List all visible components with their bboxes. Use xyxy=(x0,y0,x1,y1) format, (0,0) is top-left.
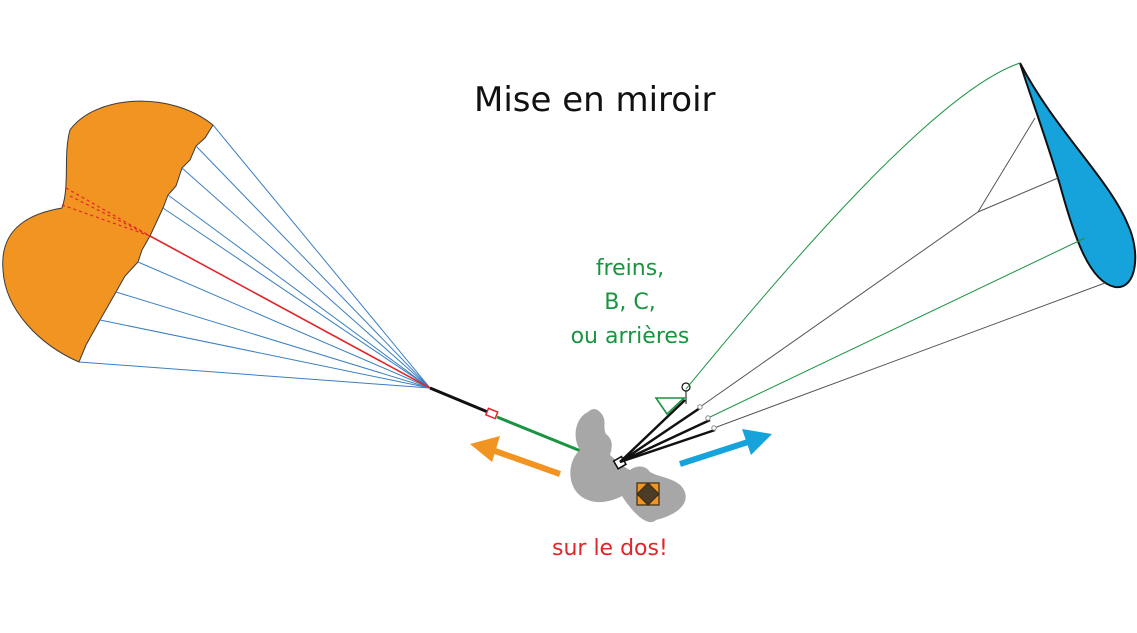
left-canopy xyxy=(2,100,214,363)
right-line-fan xyxy=(685,62,1106,429)
brake-triangle xyxy=(654,397,687,416)
orange-arrow xyxy=(470,436,562,477)
right-risers xyxy=(619,399,716,464)
brakes-label-line-3: ou arrières xyxy=(570,324,690,349)
left-quicklink xyxy=(484,407,499,420)
right-canopy xyxy=(1019,62,1137,289)
left-line-6 xyxy=(137,261,431,389)
brakes-label: freins, B, C, ou arrières xyxy=(545,252,715,354)
pilot xyxy=(570,409,686,523)
brakes-label-line-1: freins, xyxy=(595,256,665,281)
left-line-5 xyxy=(162,207,431,389)
right-riser-connectors xyxy=(697,404,717,431)
left-line-7 xyxy=(115,291,431,389)
brake-toggle xyxy=(681,382,691,392)
left-canopy-dotted-lines xyxy=(61,187,151,237)
left-line-8 xyxy=(99,319,431,389)
blue-arrow xyxy=(679,429,772,467)
left-riser-black xyxy=(429,386,496,417)
back-note-label: sur le dos! xyxy=(552,536,668,561)
reserve-container xyxy=(636,482,660,506)
left-line-9 xyxy=(78,361,431,389)
left-line-fan xyxy=(78,124,431,389)
left-red-line xyxy=(149,235,431,389)
left-line-2 xyxy=(195,145,431,389)
diagram-title: Mise en miroir xyxy=(474,80,716,120)
left-line-3 xyxy=(181,167,431,389)
left-line-4 xyxy=(167,194,431,389)
brakes-label-line-2: B, C, xyxy=(604,290,656,315)
left-line-1 xyxy=(212,124,431,389)
